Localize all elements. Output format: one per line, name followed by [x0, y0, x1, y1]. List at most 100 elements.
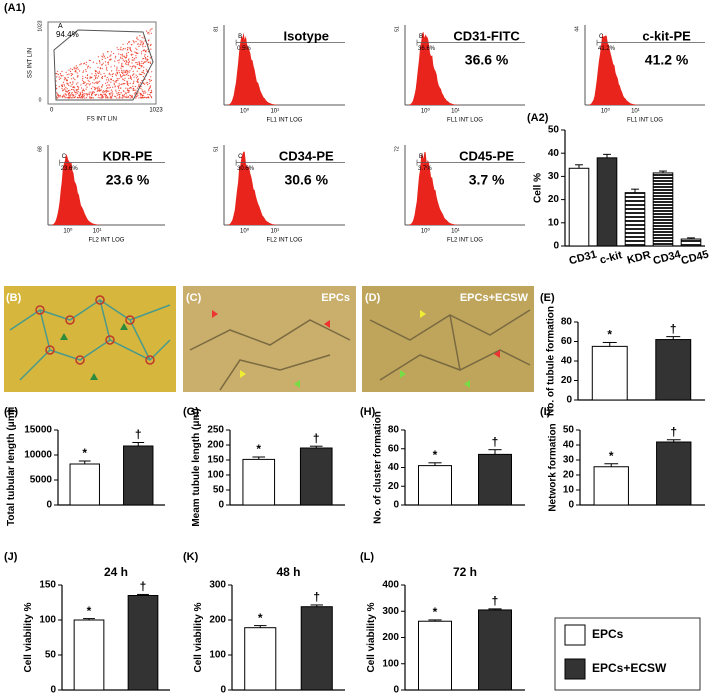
- y-axis-title: Cell viability %: [366, 602, 377, 672]
- marker-value: 23.6 %: [106, 172, 150, 188]
- event-dot: [101, 55, 103, 57]
- event-dot: [123, 95, 125, 97]
- event-dot: [74, 96, 76, 98]
- panel-label: (G): [183, 406, 199, 418]
- event-dot: [102, 91, 104, 93]
- event-dot: [67, 97, 69, 99]
- x-tick-label: 10¹: [451, 109, 460, 115]
- event-dot: [71, 73, 73, 75]
- event-dot: [106, 88, 108, 90]
- event-dot: [127, 83, 129, 85]
- y-axis-title: No. of cluster formation: [373, 411, 384, 524]
- event-dot: [145, 97, 147, 99]
- y-tick-label: 20: [388, 481, 400, 492]
- event-dot: [132, 40, 134, 42]
- event-dot: [105, 95, 107, 97]
- histogram-shape: [408, 151, 474, 225]
- event-dot: [97, 77, 99, 79]
- event-dot: [67, 93, 69, 95]
- event-dot: [89, 76, 91, 78]
- significance-mark: †: [492, 594, 499, 608]
- event-dot: [138, 83, 140, 85]
- event-dot: [145, 92, 147, 94]
- event-dot: [129, 65, 131, 67]
- event-dot: [104, 57, 106, 59]
- y-tick-label: 400: [382, 580, 399, 591]
- gate-letter: B: [419, 154, 423, 160]
- event-dot: [142, 71, 144, 73]
- event-dot: [142, 76, 144, 78]
- event-dot: [140, 87, 142, 90]
- gate-letter: C: [599, 34, 604, 40]
- event-dot: [94, 94, 96, 96]
- x-axis-title: FL2 INT LOG: [89, 238, 125, 244]
- event-dot: [120, 87, 122, 89]
- event-dot: [122, 72, 124, 75]
- event-dot: [131, 95, 133, 97]
- gate-pct: 30.6%: [237, 166, 255, 172]
- y-tick-label: 100: [207, 470, 224, 481]
- y-tick-label: 0: [566, 395, 572, 406]
- event-dot: [137, 95, 139, 97]
- significance-mark: †: [313, 431, 320, 445]
- event-dot: [118, 97, 120, 99]
- x-tick-label: 10¹: [270, 109, 279, 115]
- event-dot: [126, 61, 128, 63]
- event-dot: [101, 77, 103, 79]
- event-dot: [119, 94, 121, 96]
- event-dot: [110, 93, 112, 95]
- event-dot: [150, 48, 152, 50]
- event-dot: [105, 64, 107, 66]
- event-dot: [88, 84, 91, 86]
- event-dot: [97, 56, 99, 58]
- event-dot: [96, 82, 98, 84]
- event-dot: [121, 62, 123, 64]
- event-dot: [142, 57, 144, 60]
- event-dot: [126, 47, 129, 49]
- micrograph-b: [4, 286, 176, 392]
- event-dot: [92, 61, 94, 63]
- y-tick-label: 5000: [30, 475, 53, 486]
- x-tick-label: 10⁰: [63, 228, 73, 235]
- event-dot: [144, 45, 146, 48]
- event-dot: [104, 61, 107, 63]
- event-dot: [150, 91, 153, 94]
- event-dot: [115, 89, 117, 91]
- event-dot: [86, 83, 88, 85]
- bar: [624, 192, 646, 247]
- event-dot: [61, 87, 63, 90]
- event-dot: [142, 70, 145, 72]
- event-dot: [141, 65, 143, 67]
- event-dot: [92, 97, 94, 99]
- event-dot: [128, 77, 130, 79]
- event-dot: [71, 92, 73, 94]
- event-dot: [127, 70, 129, 72]
- y-axis-title: No. of tubule formation: [546, 306, 557, 416]
- event-dot: [141, 37, 143, 39]
- x-tick-label: KDR: [626, 249, 652, 267]
- y-tick-label: 0: [218, 500, 224, 511]
- event-dot: [62, 81, 64, 83]
- event-dot: [106, 76, 108, 79]
- y-max-label: 68: [37, 146, 43, 152]
- event-dot: [108, 80, 110, 82]
- event-dot: [100, 73, 102, 75]
- marker-name: CD31-FITC: [453, 28, 520, 43]
- event-dot: [75, 71, 77, 73]
- event-dot: [97, 88, 99, 90]
- event-dot: [141, 71, 143, 73]
- event-dot: [100, 90, 102, 92]
- event-dot: [111, 89, 113, 91]
- event-dot: [75, 93, 77, 95]
- event-dot: [61, 70, 63, 72]
- event-dot: [150, 89, 152, 91]
- event-dot: [101, 97, 104, 99]
- y-tick-label: 40: [561, 356, 573, 367]
- event-dot: [132, 74, 134, 77]
- event-dot: [130, 54, 133, 56]
- bar: [680, 238, 702, 247]
- event-dot: [68, 84, 70, 86]
- event-dot: [151, 71, 153, 73]
- event-dot: [122, 90, 124, 92]
- event-dot: [139, 44, 141, 46]
